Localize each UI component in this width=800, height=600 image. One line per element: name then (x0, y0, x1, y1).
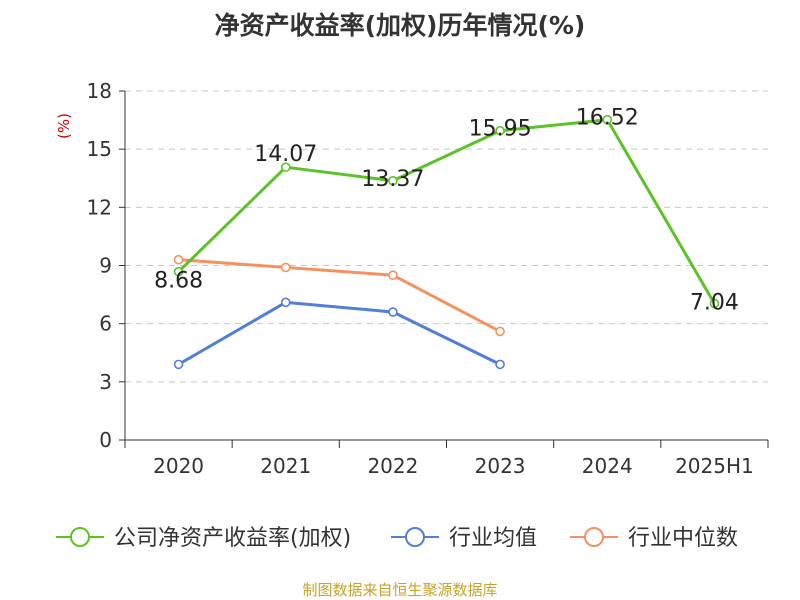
x-tick-label: 2024 (582, 454, 633, 478)
data-point (173, 266, 184, 277)
data-point (495, 326, 505, 337)
series-line (177, 300, 501, 366)
y-tick-label: 15 (87, 137, 112, 161)
data-point (173, 254, 184, 265)
data-point (280, 297, 291, 308)
legend-label: 行业均值 (449, 526, 537, 551)
series-line (178, 258, 501, 333)
data-label: 7.04 (690, 291, 739, 316)
data-point (388, 175, 398, 186)
data-label: 13.37 (361, 167, 424, 192)
x-tick-label: 2020 (153, 454, 204, 478)
data-label: 14.07 (254, 142, 317, 167)
data-source-note: 制图数据来自恒生聚源数据库 (302, 581, 498, 599)
legend-label: 行业中位数 (628, 526, 738, 551)
data-point (388, 307, 398, 317)
legend-label: 公司净资产收益率(加权) (114, 526, 351, 551)
data-point (602, 114, 613, 125)
x-tick-label: 2022 (367, 454, 418, 478)
data-point (173, 359, 184, 370)
series-line (177, 118, 716, 305)
data-point (388, 270, 398, 280)
data-point (280, 162, 291, 172)
legend-swatch-marker (584, 527, 604, 547)
data-point (495, 125, 505, 136)
y-tick-label: 18 (87, 79, 112, 103)
y-tick-label: 9 (99, 254, 112, 278)
data-point (709, 298, 720, 309)
data-label: 8.68 (154, 269, 203, 294)
data-label: 16.52 (576, 106, 639, 131)
legend-swatch-marker (70, 527, 90, 547)
y-tick-label: 3 (99, 370, 112, 394)
chart-title: 净资产收益率(加权)历年情况(%) (214, 11, 586, 40)
x-tick-label: 2021 (260, 454, 311, 478)
y-tick-label: 0 (99, 428, 112, 452)
data-point (280, 262, 291, 273)
data-label: 15.95 (469, 117, 532, 142)
x-tick-label: 2025H1 (675, 454, 754, 478)
data-point (495, 359, 505, 370)
y-tick-label: 6 (99, 312, 112, 336)
x-tick-label: 2023 (475, 454, 526, 478)
legend-swatch-marker (405, 527, 425, 547)
y-tick-label: 12 (87, 195, 112, 219)
y-axis-label: (%) (55, 113, 73, 139)
